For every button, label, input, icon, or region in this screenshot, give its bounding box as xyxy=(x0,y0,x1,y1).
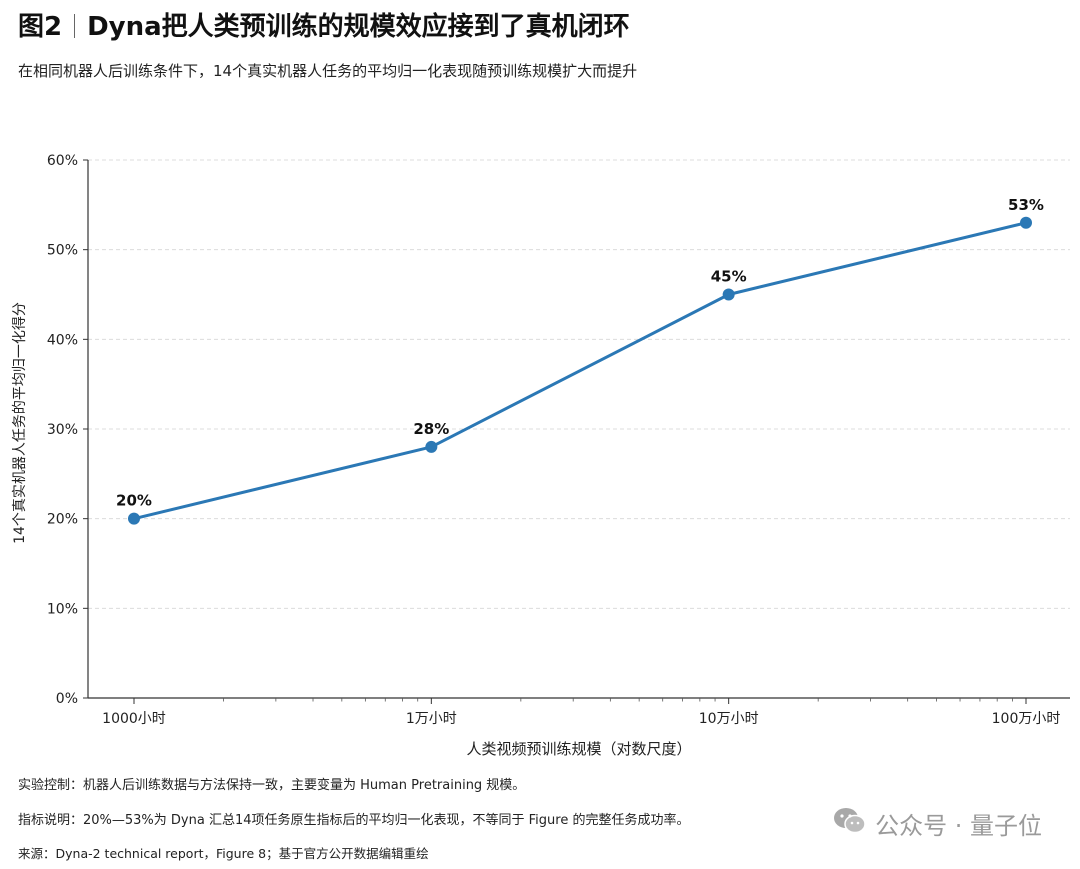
axes xyxy=(83,159,1070,704)
y-tick-label: 60% xyxy=(47,153,78,169)
note-source: 来源：Dyna-2 technical report，Figure 8；基于官方… xyxy=(18,846,429,861)
data-label: 20% xyxy=(116,492,152,510)
data-point xyxy=(722,288,735,301)
data-point xyxy=(1020,216,1032,229)
watermark: 公众号 · 量子位 xyxy=(833,806,1042,841)
y-axis-label: 14个真实机器人任务的平均归一化得分 xyxy=(11,302,28,544)
note-metric: 指标说明：20%—53%为 Dyna 汇总14项任务原生指标后的平均归一化表现，… xyxy=(18,813,690,828)
y-tick-label: 40% xyxy=(47,332,78,348)
data-point xyxy=(128,512,140,525)
wechat-icon xyxy=(833,807,867,841)
title-text: Dyna把人类预训练的规模效应接到了真机闭环 xyxy=(87,12,630,42)
data-point xyxy=(425,440,438,453)
x-tick-label: 1000小时 xyxy=(102,711,166,727)
gridlines xyxy=(88,159,1070,609)
series-line xyxy=(133,221,1027,521)
x-tick-label: 100万小时 xyxy=(992,711,1061,727)
y-tick-label: 10% xyxy=(47,601,78,617)
y-tick-label: 30% xyxy=(47,422,78,438)
data-label: 28% xyxy=(413,420,449,438)
chart-subtitle: 在相同机器人后训练条件下，14个真实机器人任务的平均归一化表现随预训练规模扩大而… xyxy=(18,62,638,80)
x-axis-label: 人类视频预训练规模（对数尺度） xyxy=(466,740,691,758)
chart-title: 图2 Dyna把人类预训练的规模效应接到了真机闭环 xyxy=(18,6,630,43)
data-points xyxy=(128,216,1032,525)
watermark-text: 公众号 · 量子位 xyxy=(875,812,1042,840)
data-label: 45% xyxy=(711,268,747,286)
y-tick-label: 50% xyxy=(47,243,78,259)
x-tick-label: 10万小时 xyxy=(699,711,759,727)
y-tick-label: 20% xyxy=(47,512,78,528)
x-tick-label: 1万小时 xyxy=(406,711,457,727)
line-chart: 0% 10% 20% 30% 40% 50% 60% 1000小时 1万小时 10万小时 100万小… xyxy=(11,153,1070,758)
data-label: 53% xyxy=(1008,196,1044,214)
figure-label: 图2 xyxy=(18,12,63,42)
data-labels: 20% 28% 45% 53% xyxy=(116,196,1044,510)
note-control: 实验控制：机器人后训练数据与方法保持一致，主要变量为 Human Pretrai… xyxy=(18,778,526,793)
y-tick-label: 0% xyxy=(56,691,78,707)
tick-labels: 0% 10% 20% 30% 40% 50% 60% 1000小时 1万小时 10万小时 100万小… xyxy=(47,153,1060,727)
title-divider xyxy=(74,14,76,38)
series-path xyxy=(133,221,1027,521)
